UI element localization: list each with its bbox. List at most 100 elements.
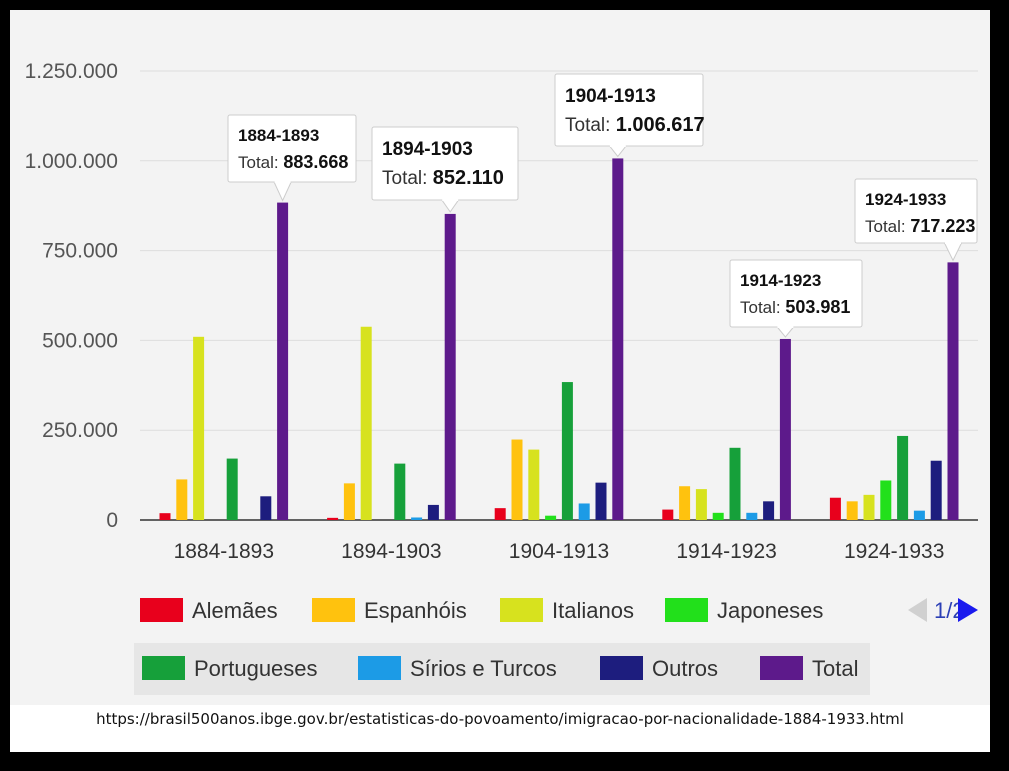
tooltip-period: 1894-1903 xyxy=(382,139,473,160)
bar-japoneses-1904-1913[interactable] xyxy=(545,515,557,520)
tooltip-period: 1914-1923 xyxy=(740,271,821,290)
bar-espanh-is-1914-1923[interactable] xyxy=(679,486,691,520)
x-tick-label: 1884-1893 xyxy=(174,540,274,563)
tooltip-total-label: Total: xyxy=(740,298,785,317)
tooltip-box xyxy=(854,178,978,244)
tooltip-total-label: Total: xyxy=(565,115,616,136)
y-tick-label: 500.000 xyxy=(42,329,118,352)
bar-portugueses-1924-1933[interactable] xyxy=(897,435,909,520)
x-tick-label: 1894-1903 xyxy=(341,540,441,563)
tooltip-1894-1903: 1894-1903 Total: 852.110 xyxy=(371,126,519,213)
source-url: https://brasil500anos.ibge.gov.br/estati… xyxy=(96,710,904,728)
bar-italianos-1884-1893[interactable] xyxy=(193,336,205,520)
bar-total-1924-1933[interactable] xyxy=(947,262,959,520)
tooltip-1914-1923: 1914-1923 Total: 503.981 xyxy=(729,259,863,338)
bar-chart: 0 250.000 500.000 750.000 1.000.000 1.250.000… xyxy=(25,60,978,695)
tooltip-total-value: 1.006.617 xyxy=(616,114,705,136)
tooltip-total-value: 883.668 xyxy=(283,152,348,172)
bar-espanh-is-1924-1933[interactable] xyxy=(846,501,858,520)
bar-alem-es-1884-1893[interactable] xyxy=(159,513,171,520)
legend-swatch xyxy=(665,598,708,622)
tooltip-pointer-join xyxy=(442,198,459,201)
legend-item-alem-es[interactable]: Alemães xyxy=(140,598,278,623)
legend-item-s-rios-e-turcos[interactable]: Sírios e Turcos xyxy=(358,656,557,681)
tooltip-pointer-join xyxy=(609,144,626,147)
bar-outros-1904-1913[interactable] xyxy=(595,482,607,520)
tooltip-period: 1884-1893 xyxy=(238,126,319,145)
legend-item-portugueses[interactable]: Portugueses xyxy=(142,656,318,681)
tooltip-total-label: Total: xyxy=(238,153,283,172)
legend-item-total[interactable]: Total xyxy=(760,656,858,681)
legend-page-background xyxy=(134,643,870,695)
bar-japoneses-1924-1933[interactable] xyxy=(880,480,892,520)
tooltip-box xyxy=(729,259,863,328)
bar-outros-1894-1903[interactable] xyxy=(427,504,439,520)
bar-outros-1924-1933[interactable] xyxy=(930,460,942,520)
legend-swatch xyxy=(312,598,355,622)
bar-alem-es-1894-1903[interactable] xyxy=(327,517,339,520)
legend-item-espanh-is[interactable]: Espanhóis xyxy=(312,598,467,623)
x-axis: 1884-1893 1894-1903 1904-1913 1914-1923 1924… xyxy=(174,540,945,563)
tooltip-box xyxy=(554,73,704,147)
bar-italianos-1904-1913[interactable] xyxy=(528,449,540,520)
triangle-left-icon[interactable] xyxy=(908,598,927,622)
y-tick-label: 250.000 xyxy=(42,419,118,442)
triangle-right-icon[interactable] xyxy=(958,598,978,622)
legend-label: Alemães xyxy=(192,598,278,623)
bar-s-rios-e-turcos-1904-1913[interactable] xyxy=(578,503,590,520)
legend-swatch xyxy=(600,656,643,680)
bar-italianos-1924-1933[interactable] xyxy=(863,494,875,520)
legend-item-italianos[interactable]: Italianos xyxy=(500,598,634,623)
bar-s-rios-e-turcos-1914-1923[interactable] xyxy=(746,512,758,520)
bar-alem-es-1904-1913[interactable] xyxy=(494,508,506,520)
tooltip-total-label: Total: xyxy=(382,168,433,189)
bar-total-1894-1903[interactable] xyxy=(444,213,456,520)
bar-portugueses-1894-1903[interactable] xyxy=(394,463,406,520)
tooltip-pointer-join xyxy=(777,325,794,328)
bar-espanh-is-1884-1893[interactable] xyxy=(176,479,188,520)
tooltip-period: 1904-1913 xyxy=(565,86,656,107)
bar-outros-1884-1893[interactable] xyxy=(260,496,272,520)
tooltip-pointer xyxy=(943,241,963,262)
bar-total-1914-1923[interactable] xyxy=(779,338,791,520)
tooltip-total: Total: 1.006.617 xyxy=(565,114,705,136)
bar-portugueses-1904-1913[interactable] xyxy=(561,382,573,520)
legend-swatch xyxy=(140,598,183,622)
bar-alem-es-1924-1933[interactable] xyxy=(829,497,841,520)
bar-portugueses-1914-1923[interactable] xyxy=(729,447,741,520)
bar-japoneses-1914-1923[interactable] xyxy=(712,512,724,520)
tooltips: 1884-1893 Total: 883.668 1894-1903 Total: 8… xyxy=(227,73,978,338)
bar-portugueses-1884-1893[interactable] xyxy=(226,458,238,520)
tooltip-pointer-join xyxy=(274,180,291,183)
tooltip-pointer-join xyxy=(945,241,961,244)
bar-alem-es-1914-1923[interactable] xyxy=(662,509,674,520)
bar-italianos-1914-1923[interactable] xyxy=(695,489,707,520)
legend-item-japoneses[interactable]: Japoneses xyxy=(665,598,823,623)
bar-espanh-is-1894-1903[interactable] xyxy=(343,483,355,520)
bar-total-1904-1913[interactable] xyxy=(612,158,624,521)
figure-frame: 0 250.000 500.000 750.000 1.000.000 1.250.000… xyxy=(10,10,990,752)
tooltip-period: 1924-1933 xyxy=(865,190,946,209)
bar-total-1884-1893[interactable] xyxy=(277,202,289,520)
tooltip-total-value: 503.981 xyxy=(785,297,850,317)
y-tick-label: 1.000.000 xyxy=(25,150,118,173)
legend-label: Espanhóis xyxy=(364,598,467,623)
x-tick-label: 1904-1913 xyxy=(509,540,609,563)
tooltip-total-value: 852.110 xyxy=(433,167,504,189)
bar-s-rios-e-turcos-1924-1933[interactable] xyxy=(913,510,925,520)
bar-outros-1914-1923[interactable] xyxy=(763,501,775,520)
tooltip-1924-1933: 1924-1933 Total: 717.223 xyxy=(854,178,978,262)
tooltip-total: Total: 883.668 xyxy=(238,152,348,172)
legend-label: Outros xyxy=(652,656,718,681)
legend-label: Portugueses xyxy=(194,656,318,681)
bar-s-rios-e-turcos-1894-1903[interactable] xyxy=(411,517,423,520)
legend-item-outros[interactable]: Outros xyxy=(600,656,718,681)
legend-swatch xyxy=(500,598,543,622)
tooltip-box xyxy=(227,114,357,183)
bar-espanh-is-1904-1913[interactable] xyxy=(511,439,523,520)
tooltip-total: Total: 717.223 xyxy=(865,216,975,236)
bar-italianos-1894-1903[interactable] xyxy=(360,326,372,520)
tooltip-1904-1913: 1904-1913 Total: 1.006.617 xyxy=(554,73,705,158)
legend-pager: 1/2 xyxy=(908,598,978,623)
legend-label: Japoneses xyxy=(717,598,823,623)
